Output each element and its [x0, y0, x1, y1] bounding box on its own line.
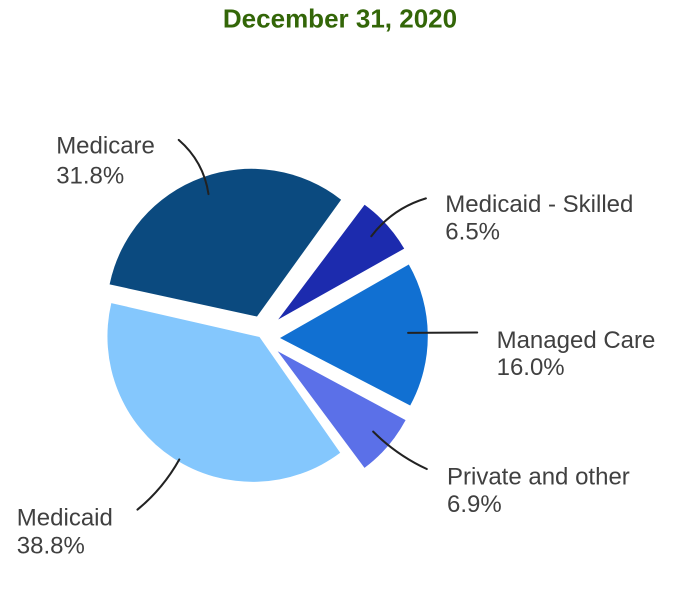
svg-text:Private and other: Private and other [447, 464, 630, 491]
svg-text:Medicare: Medicare [56, 133, 155, 160]
svg-text:38.8%: 38.8% [17, 532, 85, 559]
svg-text:Medicaid - Skilled: Medicaid - Skilled [445, 191, 633, 218]
svg-text:16.0%: 16.0% [497, 354, 565, 381]
svg-text:6.5%: 6.5% [445, 219, 500, 246]
svg-text:31.8%: 31.8% [56, 162, 124, 189]
svg-text:6.9%: 6.9% [447, 491, 502, 518]
svg-text:Medicaid: Medicaid [17, 505, 113, 532]
svg-text:Managed Care: Managed Care [497, 327, 656, 354]
svg-text:December 31, 2020: December 31, 2020 [223, 4, 457, 34]
